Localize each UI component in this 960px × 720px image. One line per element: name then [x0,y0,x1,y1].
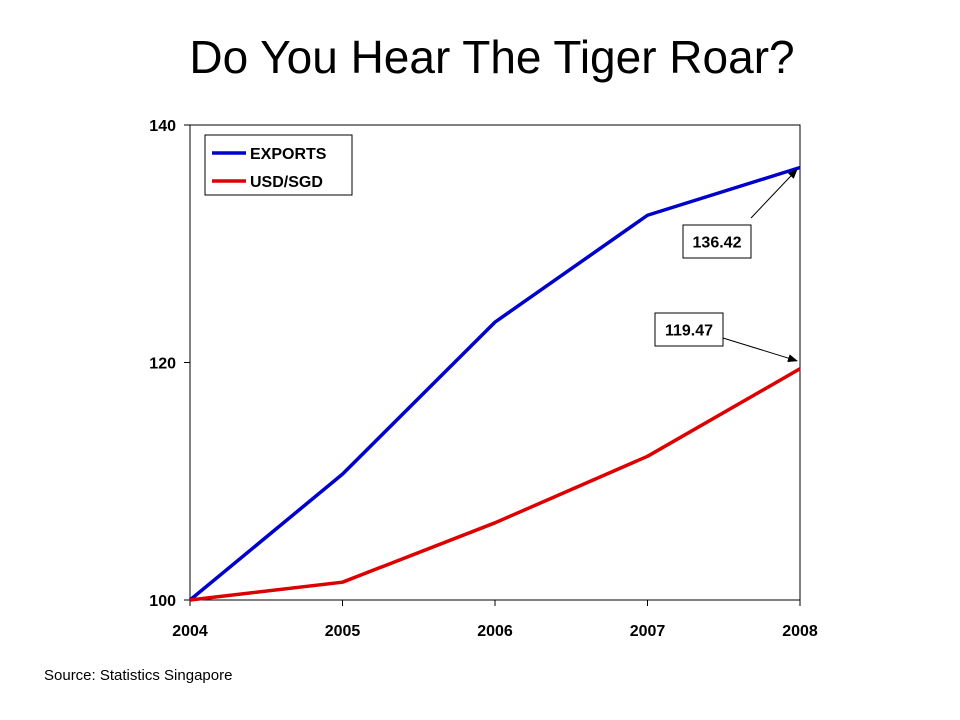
x-tick-label: 2005 [325,623,361,640]
callout-box [682,224,752,259]
callout-arrow [722,337,798,362]
y-tick-label: 140 [149,118,176,135]
callout-label: 119.47 [665,323,713,340]
series-line-usd-sgd [189,367,801,602]
x-tick-label: 2007 [630,623,666,640]
slide-title: Do You Hear The Tiger Roar? [189,31,795,83]
plot-area [189,124,801,601]
legend-box [204,134,353,196]
legend-label: USD/SGD [250,174,323,191]
callout-box [654,312,724,347]
callout-arrow [750,168,798,219]
x-tick-label: 2006 [477,623,513,640]
x-tick-label: 2004 [172,623,208,640]
y-tick-label: 120 [149,356,176,373]
y-tick-label: 100 [149,593,176,610]
legend-label: EXPORTS [250,146,327,163]
callout-label: 136.42 [693,235,742,252]
series-line-exports [188,165,801,602]
source-note: Source: Statistics Singapore [44,667,233,684]
x-tick-label: 2008 [782,623,818,640]
